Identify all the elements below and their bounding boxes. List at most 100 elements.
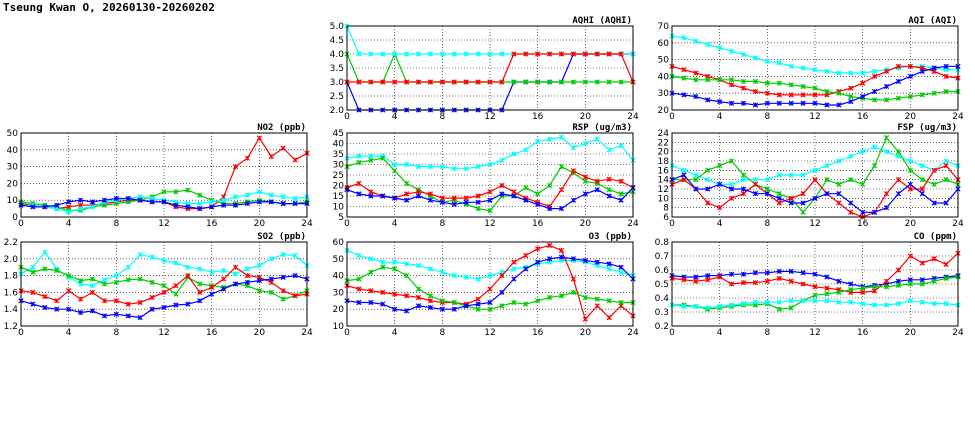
co-xtick-label: 24 <box>952 328 964 338</box>
o3-data-point <box>570 276 577 282</box>
fsp-data-point <box>740 186 747 192</box>
so2-data-point <box>220 276 227 282</box>
so2-data-point <box>137 299 143 306</box>
rsp-xtick-label: 12 <box>484 219 495 229</box>
co-data-point <box>919 281 925 287</box>
aqhi-ytick-label: 3.5 <box>330 64 344 74</box>
so2-data-point <box>268 276 274 282</box>
rsp-xtick-label: 24 <box>627 219 639 229</box>
so2-data-point <box>54 267 60 274</box>
o3-data-point <box>439 306 445 312</box>
fsp-data-point <box>800 191 806 197</box>
co-xtick-label: 16 <box>857 328 869 338</box>
o3-data-point <box>570 256 577 262</box>
fsp-data-point <box>788 172 794 178</box>
co-data-point <box>836 299 842 305</box>
o3-data-point <box>427 293 434 299</box>
co-xtick-label: 4 <box>717 328 723 338</box>
so2-data-point <box>137 251 143 258</box>
no2-ytick-label: 40 <box>7 146 19 156</box>
so2-xtick-label: 8 <box>113 328 119 338</box>
so2-data-point <box>292 252 298 259</box>
so2-data-point <box>292 293 298 299</box>
so2-data-point <box>232 264 239 270</box>
no2-data-point <box>125 195 131 202</box>
fsp-data-point <box>812 177 818 183</box>
fsp-data-point <box>740 172 747 178</box>
aqi-data-point <box>871 97 878 103</box>
o3-ytick-label: 60 <box>333 238 345 248</box>
no2-ytick-label: 50 <box>7 129 19 139</box>
rsp-data-point <box>570 197 577 203</box>
so2-data-point <box>244 266 251 272</box>
aqhi-data-point <box>380 51 386 57</box>
rsp-data-point <box>356 153 362 159</box>
rsp-data-point <box>392 168 398 174</box>
co-data-point <box>681 303 687 310</box>
aqhi-data-point <box>558 79 565 85</box>
so2-data-point <box>101 281 108 287</box>
rsp-data-point <box>392 161 398 168</box>
o3-data-point <box>594 303 600 309</box>
rsp-data-point <box>356 159 362 166</box>
aqhi-data-point <box>606 79 612 85</box>
fsp-ytick-label: 22 <box>658 138 669 148</box>
o3-data-point <box>499 272 505 279</box>
o3-data-point <box>356 286 362 292</box>
so2-data-point <box>30 269 36 275</box>
aqi-data-point <box>895 95 902 101</box>
co-data-point <box>788 268 794 275</box>
fsp-data-point <box>752 191 759 197</box>
no2-data-point <box>280 194 286 200</box>
aqhi-data-point <box>356 79 362 85</box>
so2-data-point <box>89 283 96 289</box>
aqi-data-point <box>860 93 866 100</box>
aqhi-data-point <box>439 79 445 85</box>
so2-data-point <box>256 288 262 294</box>
co-chart-title: CO (ppm) <box>914 232 957 242</box>
aqi-data-point <box>800 83 806 90</box>
co-data-point <box>812 284 818 290</box>
fsp-data-point <box>943 158 949 164</box>
co-data-point <box>681 277 687 283</box>
aqi-data-point <box>812 85 818 91</box>
fsp-data-point <box>681 177 687 183</box>
co-data-point <box>752 279 759 286</box>
fsp-data-point <box>883 135 890 141</box>
co-data-point <box>812 298 818 304</box>
no2-xtick-label: 16 <box>206 219 218 229</box>
co-data-point <box>943 300 949 307</box>
fsp-data-point <box>883 149 890 155</box>
no2-data-point <box>54 202 60 208</box>
co-ytick-label: 0.3 <box>655 308 669 318</box>
co-data-point <box>895 300 902 307</box>
co-data-point <box>824 298 830 304</box>
aqi-chart: 20 30 40 50 60 70 0 4 8 12 16 20 24 AQI (AQI) <box>658 16 964 122</box>
co-data-point <box>824 274 830 280</box>
so2-data-point <box>161 289 167 296</box>
co-ytick-label: 0.8 <box>655 238 670 248</box>
o3-data-point <box>499 303 505 309</box>
o3-data-point <box>606 314 612 321</box>
no2-data-point <box>197 192 203 198</box>
rsp-data-point <box>415 193 422 199</box>
so2-data-point <box>89 289 96 296</box>
o3-ytick-label: 20 <box>333 305 345 315</box>
so2-xtick-label: 12 <box>158 328 169 338</box>
co-data-point <box>883 278 890 284</box>
no2-plot-frame <box>20 132 308 218</box>
o3-data-point <box>427 304 434 311</box>
aqhi-xtick-label: 0 <box>344 112 350 122</box>
fsp-data-point <box>860 181 866 187</box>
co-data-point <box>740 300 747 307</box>
aqi-data-point <box>931 65 937 71</box>
o3-data-point <box>523 301 529 307</box>
co-data-point <box>860 285 866 291</box>
so2-data-point <box>77 278 84 284</box>
o3-data-point <box>380 289 386 296</box>
fsp-data-point <box>812 195 818 201</box>
aqi-ytick-label: 60 <box>658 39 670 49</box>
co-data-point <box>848 281 854 287</box>
rsp-data-point <box>380 193 386 199</box>
no2-data-point <box>137 197 143 203</box>
